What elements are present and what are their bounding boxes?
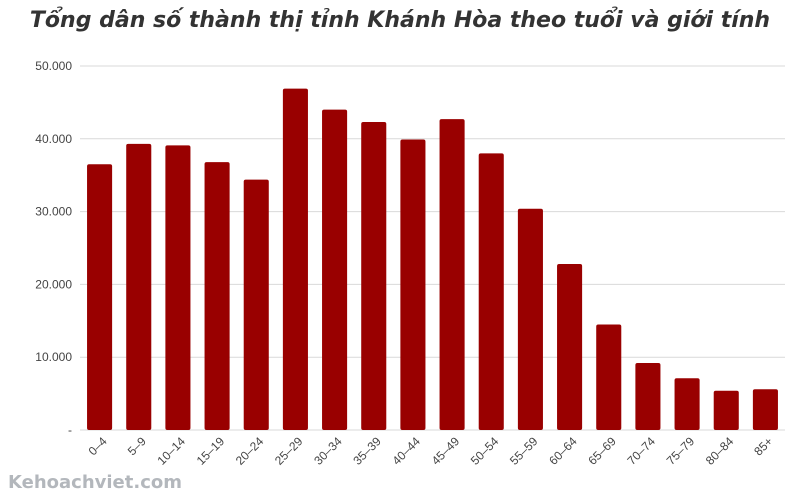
y-tick-label: 30.000 xyxy=(35,205,72,219)
x-tick-label: 50–54 xyxy=(468,434,502,468)
x-tick-label: 0–4 xyxy=(86,434,110,458)
bar xyxy=(87,164,113,430)
bar xyxy=(674,378,700,430)
bar xyxy=(204,162,230,430)
x-tick-label: 10–14 xyxy=(155,434,189,468)
bar xyxy=(322,109,348,431)
bar xyxy=(361,122,387,430)
x-tick-label: 30–34 xyxy=(311,434,345,468)
chart-title: Tổng dân số thành thị tỉnh Khánh Hòa the… xyxy=(29,8,771,33)
x-tick-label: 40–44 xyxy=(390,434,424,468)
x-axis: 0–4 5–9 10–14 15–19 20–24 25–29 30–34 35–39 40–4… xyxy=(86,434,776,468)
x-tick-label: 80–84 xyxy=(703,434,737,468)
x-tick-label: 60–64 xyxy=(546,434,580,468)
x-tick-label: 55–59 xyxy=(507,434,541,468)
gridlines xyxy=(80,65,785,431)
bar xyxy=(400,139,426,430)
y-tick-label: 50.000 xyxy=(35,59,72,73)
x-tick-label: 5–9 xyxy=(125,434,149,458)
bar xyxy=(557,264,583,430)
bar xyxy=(517,208,543,430)
y-tick-label: - xyxy=(68,423,72,437)
x-tick-label: 65–69 xyxy=(585,434,619,468)
bar xyxy=(439,119,465,431)
y-axis: - 10.000 20.000 30.000 40.000 50.000 xyxy=(35,59,72,437)
bar xyxy=(478,153,504,431)
x-tick-label: 15–19 xyxy=(194,434,228,468)
bar xyxy=(713,390,739,430)
bar xyxy=(243,179,269,430)
watermark-text: Kehoachviet.com xyxy=(8,472,182,493)
bar xyxy=(596,324,622,430)
bar xyxy=(635,363,661,430)
x-tick-label: 75–79 xyxy=(664,434,698,468)
bar xyxy=(165,145,191,431)
bar xyxy=(752,389,778,430)
y-tick-label: 20.000 xyxy=(35,277,72,291)
y-tick-label: 10.000 xyxy=(35,350,72,364)
bar xyxy=(282,88,308,431)
x-tick-label: 25–29 xyxy=(272,434,306,468)
x-tick-label: 45–49 xyxy=(429,434,463,468)
x-tick-label: 70–74 xyxy=(625,434,659,468)
x-tick-label: 35–39 xyxy=(350,434,384,468)
bars xyxy=(87,88,778,431)
y-tick-label: 40.000 xyxy=(35,132,72,146)
x-tick-label: 85+ xyxy=(751,434,775,458)
x-tick-label: 20–24 xyxy=(233,434,267,468)
bar xyxy=(126,143,152,430)
